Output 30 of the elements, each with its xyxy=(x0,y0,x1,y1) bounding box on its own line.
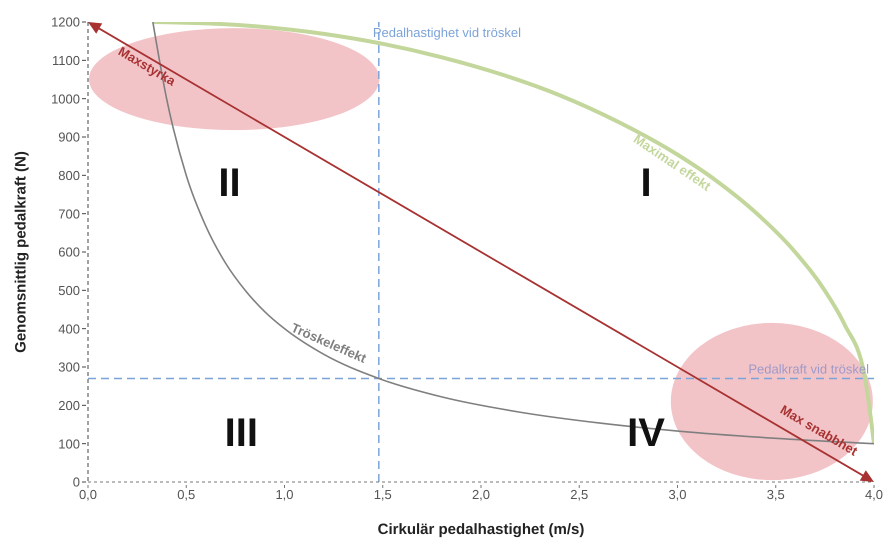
y-tick-label: 900 xyxy=(58,130,80,145)
y-tick-label: 400 xyxy=(58,321,80,336)
y-tick-label: 600 xyxy=(58,244,80,260)
y-tick-label: 1000 xyxy=(51,91,80,106)
y-tick-label: 500 xyxy=(58,282,80,298)
annotation: II xyxy=(218,161,241,205)
y-tick-label: 0 xyxy=(72,474,80,490)
annotation: III xyxy=(224,410,258,455)
x-tick-label: 2,5 xyxy=(570,487,588,502)
y-tick-label: 100 xyxy=(58,436,80,452)
y-tick-label: 700 xyxy=(58,206,80,222)
x-tick-label: 3,5 xyxy=(766,487,785,502)
x-tick-label: 1,5 xyxy=(374,487,392,502)
y-tick-label: 1100 xyxy=(52,52,80,68)
y-tick-label: 1200 xyxy=(51,14,80,30)
x-tick-label: 1,0 xyxy=(275,487,294,502)
annotation: I xyxy=(640,161,652,205)
annotation: IV xyxy=(627,410,666,455)
ref-line-label: Pedalkraft vid tröskel xyxy=(748,362,870,376)
y-tick-label: 300 xyxy=(58,360,80,375)
y-axis-title: Genomsnittlig pedalkraft (N) xyxy=(12,151,30,353)
y-tick-label: 800 xyxy=(58,168,80,183)
x-tick-label: 0,0 xyxy=(78,487,98,502)
x-tick-label: 0,5 xyxy=(177,487,196,502)
x-tick-label: 2,0 xyxy=(472,487,490,502)
x-tick-label: 4,0 xyxy=(864,487,884,502)
y-tick-label: 200 xyxy=(58,398,80,413)
ref-line-label: Pedalhastighet vid tröskel xyxy=(372,25,522,40)
x-tick-label: 3,0 xyxy=(668,487,687,502)
x-axis-title: Cirkulär pedalhastighet (m/s) xyxy=(378,521,584,538)
